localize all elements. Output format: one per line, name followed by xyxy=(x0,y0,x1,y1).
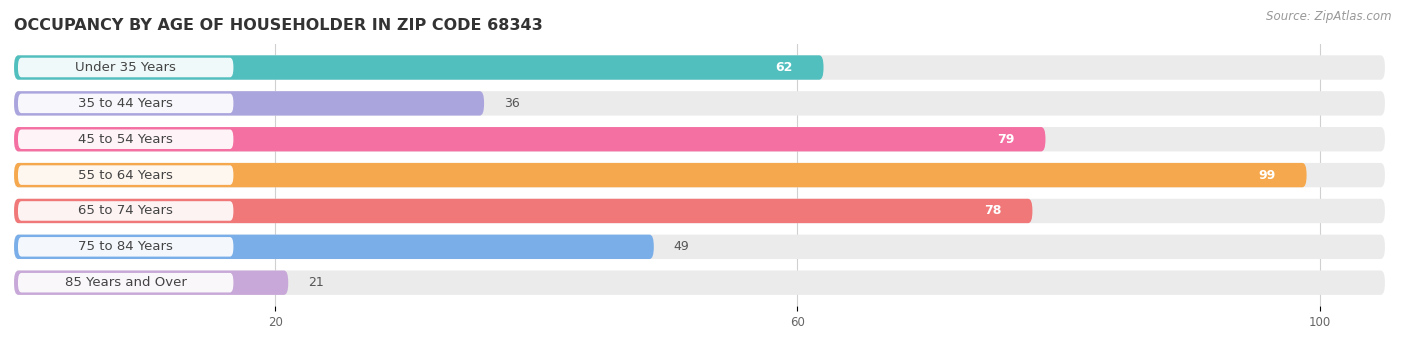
FancyBboxPatch shape xyxy=(18,201,233,221)
Text: Source: ZipAtlas.com: Source: ZipAtlas.com xyxy=(1267,10,1392,23)
FancyBboxPatch shape xyxy=(14,235,1385,259)
Text: 79: 79 xyxy=(998,133,1015,146)
FancyBboxPatch shape xyxy=(18,165,233,185)
FancyBboxPatch shape xyxy=(752,58,817,76)
FancyBboxPatch shape xyxy=(14,91,1385,116)
Text: 65 to 74 Years: 65 to 74 Years xyxy=(79,204,173,218)
Text: 45 to 54 Years: 45 to 54 Years xyxy=(79,133,173,146)
FancyBboxPatch shape xyxy=(14,199,1032,223)
FancyBboxPatch shape xyxy=(14,127,1385,151)
Text: 36: 36 xyxy=(503,97,519,110)
FancyBboxPatch shape xyxy=(974,130,1039,148)
FancyBboxPatch shape xyxy=(960,202,1026,220)
Text: 21: 21 xyxy=(308,276,323,289)
FancyBboxPatch shape xyxy=(14,199,1385,223)
Text: Under 35 Years: Under 35 Years xyxy=(76,61,176,74)
FancyBboxPatch shape xyxy=(18,273,233,292)
FancyBboxPatch shape xyxy=(18,130,233,149)
Text: 75 to 84 Years: 75 to 84 Years xyxy=(79,240,173,253)
Text: 62: 62 xyxy=(776,61,793,74)
Text: 85 Years and Over: 85 Years and Over xyxy=(65,276,187,289)
FancyBboxPatch shape xyxy=(14,235,654,259)
FancyBboxPatch shape xyxy=(14,163,1385,187)
FancyBboxPatch shape xyxy=(18,237,233,257)
Text: 55 to 64 Years: 55 to 64 Years xyxy=(79,169,173,182)
FancyBboxPatch shape xyxy=(1234,166,1301,184)
FancyBboxPatch shape xyxy=(14,127,1046,151)
Text: OCCUPANCY BY AGE OF HOUSEHOLDER IN ZIP CODE 68343: OCCUPANCY BY AGE OF HOUSEHOLDER IN ZIP C… xyxy=(14,18,543,33)
Text: 35 to 44 Years: 35 to 44 Years xyxy=(79,97,173,110)
FancyBboxPatch shape xyxy=(18,58,233,77)
Text: 78: 78 xyxy=(984,204,1002,218)
FancyBboxPatch shape xyxy=(14,163,1306,187)
Text: 49: 49 xyxy=(673,240,689,253)
FancyBboxPatch shape xyxy=(14,55,1385,80)
FancyBboxPatch shape xyxy=(14,91,484,116)
FancyBboxPatch shape xyxy=(18,94,233,113)
FancyBboxPatch shape xyxy=(14,271,1385,295)
Text: 99: 99 xyxy=(1258,169,1277,182)
FancyBboxPatch shape xyxy=(14,271,288,295)
FancyBboxPatch shape xyxy=(14,55,824,80)
